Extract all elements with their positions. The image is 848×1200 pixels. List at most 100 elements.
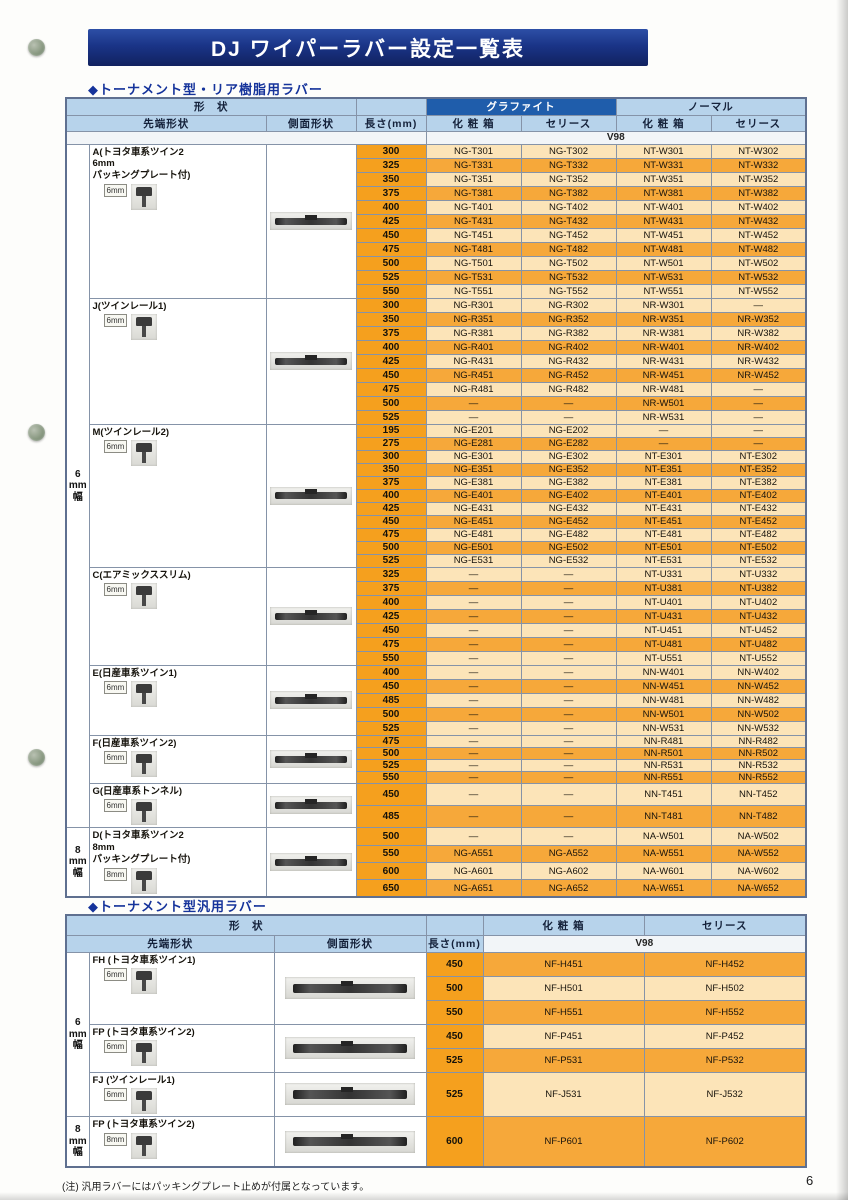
tip-shape-visual: 6mm bbox=[90, 182, 265, 212]
code-cell: NT-W451 bbox=[615, 227, 712, 243]
code-cell: NT-W502 bbox=[710, 255, 807, 271]
code-cell: NG-T382 bbox=[520, 185, 617, 201]
tip-shape-cell: D(トヨタ車系ツイン2 8mm パッキングプレート付) 8mm bbox=[88, 827, 267, 898]
code-cell: NG-T432 bbox=[520, 213, 617, 229]
length-cell: 350 bbox=[355, 171, 427, 187]
length-cell: 425 bbox=[355, 353, 427, 369]
blade-tip-icon bbox=[131, 314, 158, 341]
tip-shape-visual: 6mm bbox=[90, 1086, 273, 1116]
code-cell: — bbox=[520, 804, 617, 829]
code-cell: NF-P452 bbox=[643, 1023, 807, 1049]
length-cell: 350 bbox=[355, 462, 427, 477]
length-header: 長さ(mm) bbox=[425, 934, 484, 953]
code-cell: NT-U331 bbox=[615, 566, 712, 582]
code-cell: NT-W452 bbox=[710, 227, 807, 243]
code-cell: NG-T331 bbox=[425, 157, 522, 173]
table-row: 6 mm 幅 A(トヨタ車系ツイン2 6mm パッキングプレート付) 6mm 300 NG-T3… bbox=[65, 143, 807, 829]
length-cell: 275 bbox=[355, 436, 427, 451]
code-cell: — bbox=[425, 782, 522, 806]
tip-label-line: G(日産車系トンネル) bbox=[92, 785, 183, 797]
footnote: (注) 汎用ラバーにはパッキングプレート止めが付属となっています。 bbox=[62, 1182, 370, 1193]
code-cell: NA-W652 bbox=[710, 879, 807, 898]
code-cell: — bbox=[710, 423, 807, 438]
mm-size-tag: 6mm bbox=[103, 751, 128, 765]
code-cell: NG-E532 bbox=[520, 553, 617, 568]
table2-body: 6 mm 幅 FH (トヨタ車系ツイン1) 6mm 450 NF-H451 NF-H452 50… bbox=[65, 951, 807, 1168]
code-cell: — bbox=[425, 395, 522, 411]
code-cell: NT-U402 bbox=[710, 594, 807, 610]
mm-size-tag: 6mm bbox=[103, 314, 128, 328]
code-cell: NN-T481 bbox=[615, 804, 712, 829]
blade-tip-icon bbox=[131, 799, 158, 826]
v98-label: V98 bbox=[425, 130, 807, 145]
blade-tip-icon bbox=[131, 1133, 158, 1160]
length-cell: 450 bbox=[355, 227, 427, 243]
length-cell: 525 bbox=[355, 720, 427, 736]
tip-shape-label: J(ツインレール1) bbox=[90, 299, 265, 312]
table-row: J(ツインレール1) 6mm 300 NG-R301 NG-R302 NR-W301— bbox=[66, 297, 807, 425]
length-cell: 300 bbox=[355, 297, 427, 313]
blade-tip-head bbox=[136, 871, 153, 880]
tip-label-line: 8mm bbox=[92, 842, 115, 854]
width-label-line: 8 bbox=[74, 844, 81, 856]
blade-side-icon bbox=[270, 796, 352, 815]
side-shape-cell bbox=[265, 566, 357, 666]
tip-label-line: パッキングプレート付) bbox=[92, 170, 191, 182]
mm-size-tag: 6mm bbox=[103, 681, 128, 695]
code-cell: NN-W482 bbox=[710, 692, 807, 708]
length-cell: 475 bbox=[355, 381, 427, 397]
tip-shape-cell: FP (トヨタ車系ツイン2) 8mm bbox=[88, 1116, 275, 1168]
blade-tip-icon bbox=[131, 868, 158, 894]
tip-label-line: M(ツインレール2) bbox=[92, 426, 170, 438]
header-row: V98 bbox=[65, 130, 807, 145]
code-cell: NG-E382 bbox=[520, 475, 617, 490]
code-cell: NN-R532 bbox=[710, 758, 807, 772]
tip-label-line: FJ (ツインレール1) bbox=[92, 1074, 175, 1086]
code-cell: — bbox=[520, 580, 617, 596]
length-cell: 375 bbox=[355, 185, 427, 201]
header-row: 形 状 化 粧 箱セリース bbox=[65, 914, 807, 936]
length-cell: 300 bbox=[355, 143, 427, 159]
code-cell: — bbox=[520, 692, 617, 708]
length-cell: 500 bbox=[355, 706, 427, 722]
code-cell: — bbox=[425, 827, 522, 846]
code-cell: — bbox=[520, 782, 617, 806]
code-cell: NA-W601 bbox=[615, 861, 712, 881]
length-cell: 450 bbox=[355, 514, 427, 529]
code-cell: NG-E402 bbox=[520, 488, 617, 503]
code-cell: — bbox=[425, 734, 522, 748]
code-cell: NG-T332 bbox=[520, 157, 617, 173]
length-cell: 450 bbox=[355, 367, 427, 383]
blade-tip-icon bbox=[131, 184, 158, 211]
code-cell: — bbox=[425, 622, 522, 638]
header-row: 先端形状 側面形状 長さ(mm) 化 粧 箱セリース化 粧 箱セリース bbox=[65, 114, 807, 132]
length-cell: 550 bbox=[355, 844, 427, 863]
code-cell: NG-T481 bbox=[425, 241, 522, 257]
table1-head: 形 状グラファイト ノーマル 先端形状 側面形状 長さ(mm) 化 粧 箱セリース化 粧 … bbox=[65, 97, 807, 145]
code-cell: NF-J531 bbox=[482, 1071, 645, 1118]
mm-size-tag: 6mm bbox=[103, 440, 128, 454]
tip-shape-label: F(日産車系ツイン2) bbox=[90, 736, 265, 749]
length-cell: 400 bbox=[355, 664, 427, 680]
blade-tip-stem bbox=[142, 1145, 147, 1157]
length-cell: 425 bbox=[355, 608, 427, 624]
blade-side-icon bbox=[285, 1083, 415, 1106]
code-cell: — bbox=[710, 297, 807, 313]
code-cell: NT-U451 bbox=[615, 622, 712, 638]
code-cell: NN-W501 bbox=[615, 706, 712, 722]
length-cell: 375 bbox=[355, 325, 427, 341]
tip-shape-visual: 6mm bbox=[90, 581, 265, 611]
code-cell: NT-E351 bbox=[615, 462, 712, 477]
code-cell: NG-T451 bbox=[425, 227, 522, 243]
code-cell: NA-W551 bbox=[615, 844, 712, 863]
code-cell: NT-U332 bbox=[710, 566, 807, 582]
blade-side-icon bbox=[270, 352, 352, 370]
shape-header: 形 状 bbox=[65, 914, 427, 936]
length-header: 長さ(mm) bbox=[355, 114, 427, 132]
code-cell: NG-T501 bbox=[425, 255, 522, 271]
code-cell: — bbox=[520, 678, 617, 694]
blade-tip-stem bbox=[142, 326, 147, 338]
mm-size-tag: 6mm bbox=[103, 184, 128, 198]
code-cell: NN-R501 bbox=[615, 746, 712, 760]
code-cell: — bbox=[425, 594, 522, 610]
